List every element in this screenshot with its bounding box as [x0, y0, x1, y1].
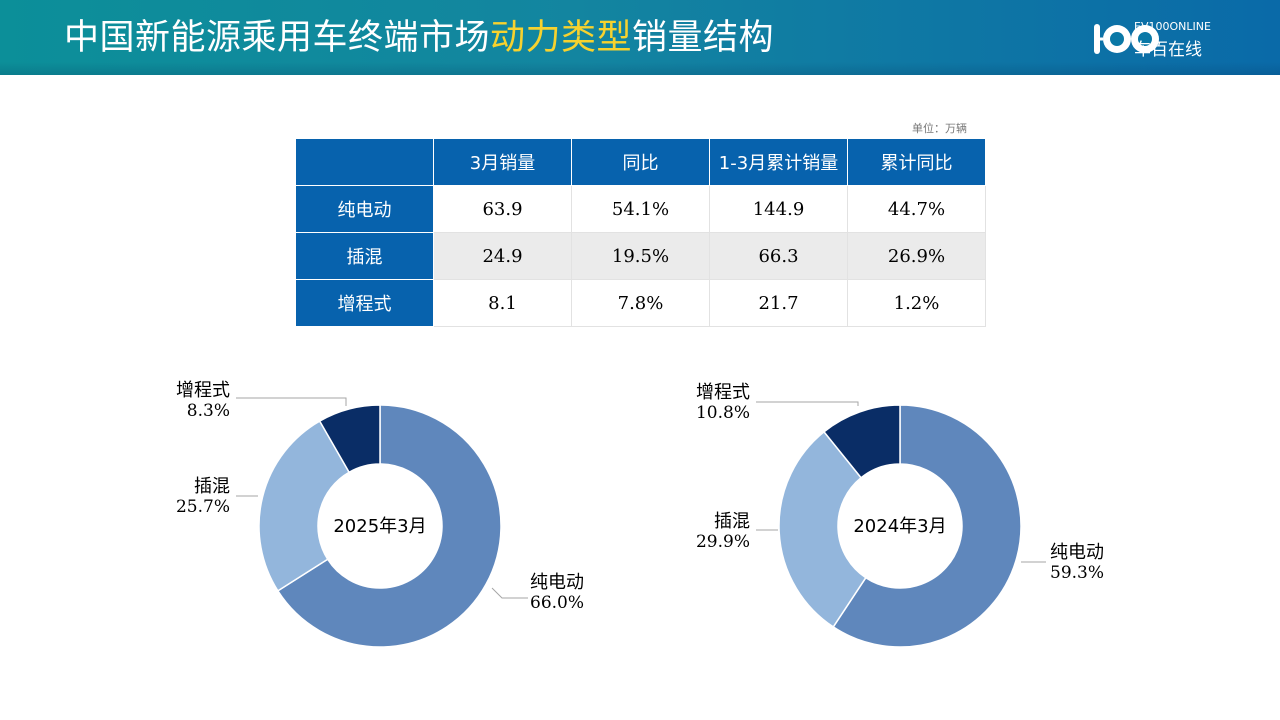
table-cell: 26.9% — [847, 232, 986, 280]
table-row: 增程式 8.1 7.8% 21.7 1.2% — [295, 279, 986, 327]
page-title: 中国新能源乘用车终端市场动力类型销量结构 — [64, 16, 774, 60]
title-highlight: 动力类型 — [490, 18, 633, 58]
table-cell: 19.5% — [571, 232, 710, 280]
table-cell: 44.7% — [847, 185, 986, 233]
table-header-row: 3月销量 同比 1-3月累计销量 累计同比 — [295, 138, 986, 186]
donut-slice — [318, 404, 381, 474]
donut-slice — [778, 430, 867, 628]
donut-slice — [276, 404, 502, 648]
sales-table: 3月销量 同比 1-3月累计销量 累计同比 纯电动 63.9 54.1% 144… — [295, 138, 986, 327]
slice-category-label: 纯电动 — [530, 572, 584, 593]
logo-text-en: EV100ONLINE — [1134, 20, 1211, 33]
slice-value-label: 25.7% — [176, 497, 230, 517]
table-cell: 66.3 — [709, 232, 848, 280]
table-cell: 8.1 — [433, 279, 572, 327]
donut-center-title: 2025年3月 — [333, 516, 426, 537]
table-cell: 24.9 — [433, 232, 572, 280]
slice-value-label: 29.9% — [696, 532, 750, 552]
slice-value-label: 66.0% — [530, 593, 584, 613]
leader-line — [236, 397, 347, 406]
header-banner — [0, 0, 1280, 75]
table-row: 插混 24.9 19.5% 66.3 26.9% — [295, 232, 986, 280]
header-banner-shade — [0, 62, 1280, 75]
leader-line — [491, 587, 528, 599]
column-header: 同比 — [571, 138, 710, 186]
donut-slice — [258, 420, 351, 592]
slice-value-label: 8.3% — [187, 401, 230, 421]
table-cell: 144.9 — [709, 185, 848, 233]
column-header — [295, 138, 434, 186]
slice-category-label: 纯电动 — [1050, 542, 1104, 563]
table-cell: 54.1% — [571, 185, 710, 233]
slice-value-label: 59.3% — [1050, 563, 1104, 583]
leader-line — [756, 401, 859, 406]
column-header: 1-3月累计销量 — [709, 138, 848, 186]
slice-category-label: 增程式 — [176, 380, 230, 401]
title-part1: 中国新能源乘用车终端市场 — [64, 18, 491, 58]
donut-slice — [832, 404, 1022, 648]
unit-note: 单位：万辆 — [912, 122, 967, 135]
slice-value-label: 10.8% — [696, 403, 750, 423]
donut-slice — [822, 404, 901, 479]
row-label: 插混 — [295, 232, 434, 280]
logo-text-cn: 车百在线 — [1134, 40, 1202, 60]
title-part2: 销量结构 — [632, 18, 775, 58]
table-cell: 63.9 — [433, 185, 572, 233]
slice-category-label: 插混 — [714, 511, 750, 532]
row-label: 纯电动 — [295, 185, 434, 233]
logo-icon — [1094, 24, 1159, 54]
row-label: 增程式 — [295, 279, 434, 327]
slice-category-label: 增程式 — [696, 382, 750, 403]
slice-category-label: 插混 — [194, 476, 230, 497]
donut-center-title: 2024年3月 — [853, 516, 946, 537]
table-cell: 7.8% — [571, 279, 710, 327]
table-cell: 1.2% — [847, 279, 986, 327]
column-header: 累计同比 — [847, 138, 986, 186]
table-row: 纯电动 63.9 54.1% 144.9 44.7% — [295, 185, 986, 233]
